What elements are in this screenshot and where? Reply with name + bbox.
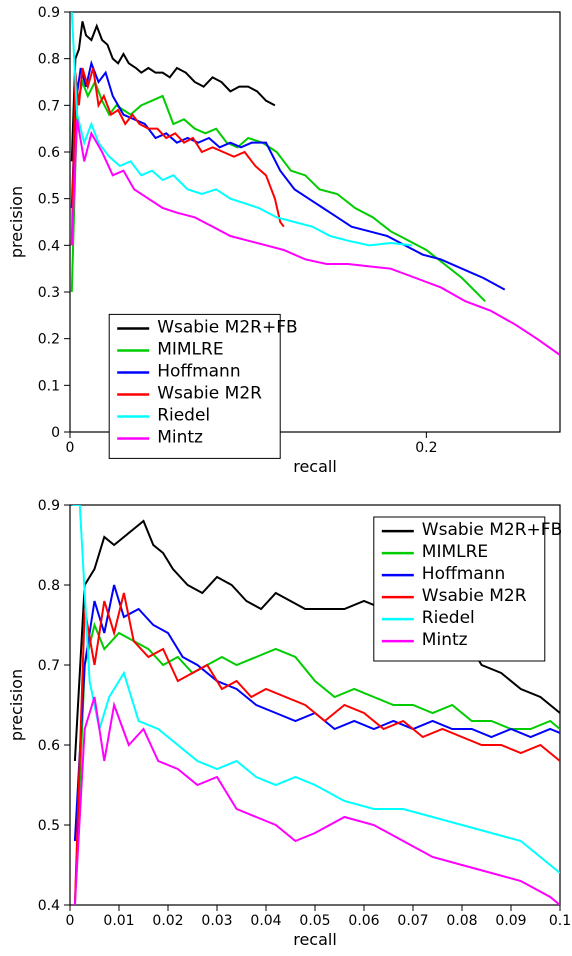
svg-text:0.6: 0.6 [38,738,60,754]
xlabel: recall [293,457,337,476]
chart: 0 0.01 0.02 0.03 0.04 0.05 0.06 0.07 0.08 0.09 0.1… [7,498,571,949]
svg-text:0.6: 0.6 [38,145,60,161]
ylabel: precision [7,186,26,258]
svg-text:0.01: 0.01 [103,913,134,929]
legend-label: Mintz [422,630,468,650]
svg-text:0.8: 0.8 [38,578,60,594]
svg-text:0.2: 0.2 [38,332,60,348]
svg-text:0.4: 0.4 [38,238,60,254]
ylabel: precision [7,669,26,741]
legend-label: MIMLRE [157,340,223,360]
xlabel: recall [293,930,337,949]
svg-text:0.1: 0.1 [38,378,60,394]
legend-label: MIMLRE [422,542,488,562]
svg-text:0: 0 [66,440,75,456]
svg-text:0.1: 0.1 [549,913,571,929]
svg-text:0.02: 0.02 [152,913,183,929]
svg-text:0.5: 0.5 [38,192,60,208]
svg-text:0.06: 0.06 [348,913,379,929]
legend-label: Riedel [157,406,210,426]
svg-text:0.08: 0.08 [446,913,477,929]
svg-text:0.8: 0.8 [38,52,60,68]
svg-text:0.3: 0.3 [38,285,60,301]
legend-label: Wsabie M2R+FB [157,318,297,338]
chart: 00.10.200.10.20.30.40.50.60.70.80.9recal… [7,5,560,476]
legend-label: Mintz [157,428,203,448]
svg-text:0.7: 0.7 [38,658,60,674]
legend: Wsabie M2R+FBMIMLREHoffmannWsabie M2RRie… [374,517,562,661]
series-line [72,63,505,289]
svg-text:0.05: 0.05 [299,913,330,929]
svg-text:0.04: 0.04 [250,913,281,929]
svg-text:0.9: 0.9 [38,5,60,21]
legend-label: Wsabie M2R+FB [422,520,562,540]
legend: Wsabie M2R+FBMIMLREHoffmannWsabie M2RRie… [109,314,297,458]
svg-text:0.7: 0.7 [38,98,60,114]
legend-label: Riedel [422,608,475,628]
svg-text:0.9: 0.9 [38,498,60,514]
svg-text:0.09: 0.09 [495,913,526,929]
svg-text:0: 0 [51,425,60,441]
svg-text:0.2: 0.2 [415,440,437,456]
figure-svg: 0 0.1 0.2 0 0.1 0.2 0.3 0.4 0.5 0.6 0.7 0.8 0.9 recal… [0,0,572,956]
plot-area [72,12,560,355]
legend-label: Hoffmann [422,564,505,584]
legend-label: Wsabie M2R [157,384,262,404]
svg-text:0.03: 0.03 [201,913,232,929]
svg-text:0.5: 0.5 [38,818,60,834]
series-line [75,697,560,905]
svg-text:0.07: 0.07 [397,913,428,929]
svg-text:0.4: 0.4 [38,898,60,914]
svg-text:0: 0 [66,913,75,929]
legend-label: Wsabie M2R [422,586,527,606]
legend-label: Hoffmann [157,362,240,382]
